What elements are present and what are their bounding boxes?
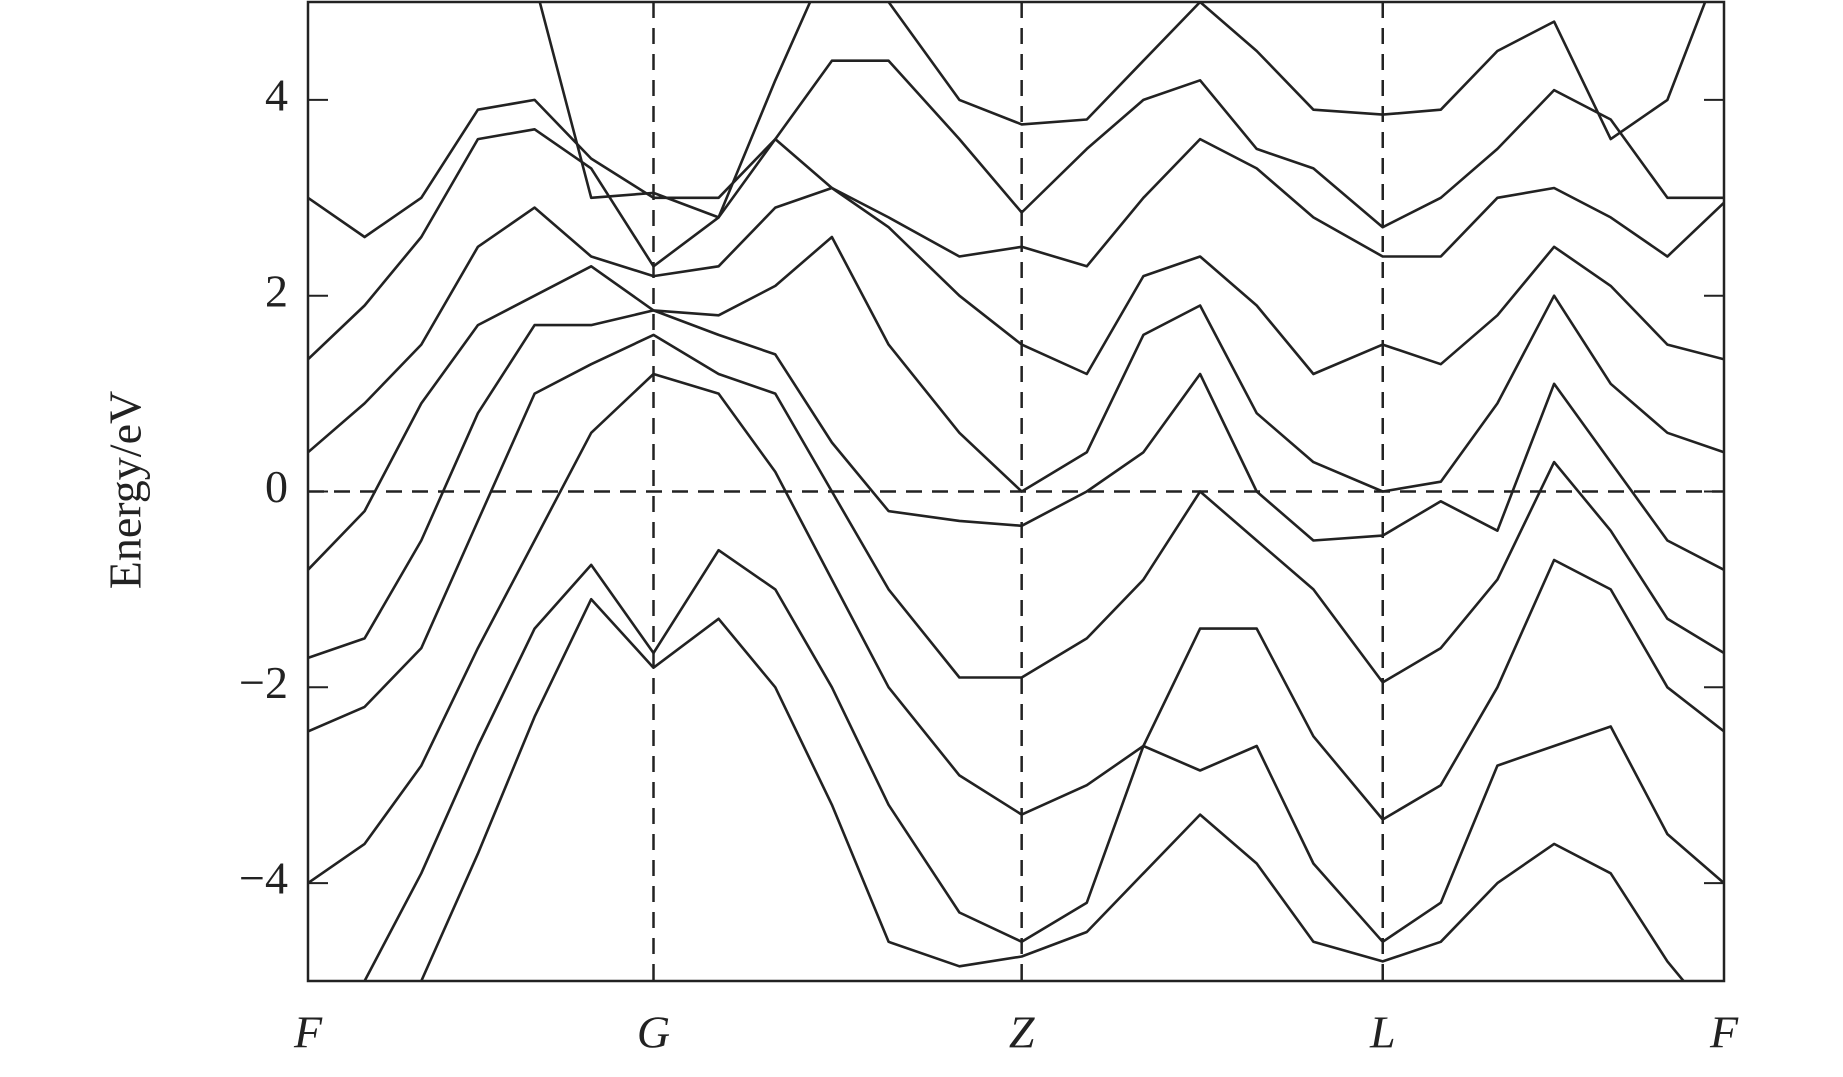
band-line (308, 372, 1724, 885)
x-tick-label: G (637, 1007, 670, 1058)
y-tick-label: 0 (265, 461, 288, 512)
x-tick-label: F (293, 1007, 323, 1058)
band-line (419, 597, 1686, 981)
y-tick-label: 2 (265, 265, 288, 316)
y-axis-label: Energy/eV (100, 391, 151, 589)
band-line (308, 59, 1724, 239)
band-line (308, 128, 1724, 361)
band-line (308, 235, 1724, 571)
x-tick-label: F (1709, 1007, 1739, 1058)
band-line (308, 186, 1724, 454)
x-tick-label: L (1369, 1007, 1396, 1058)
plot-frame (306, 0, 1726, 983)
y-tick-label: 4 (265, 69, 288, 120)
band-line (538, 2, 1707, 219)
band-line (362, 548, 1724, 981)
y-tick-label: −2 (239, 657, 288, 708)
x-tick-label: Z (1009, 1007, 1035, 1058)
band-line (308, 333, 1724, 733)
band-line (308, 309, 1724, 660)
bands (308, 2, 1724, 981)
y-tick-label: −4 (239, 853, 288, 904)
